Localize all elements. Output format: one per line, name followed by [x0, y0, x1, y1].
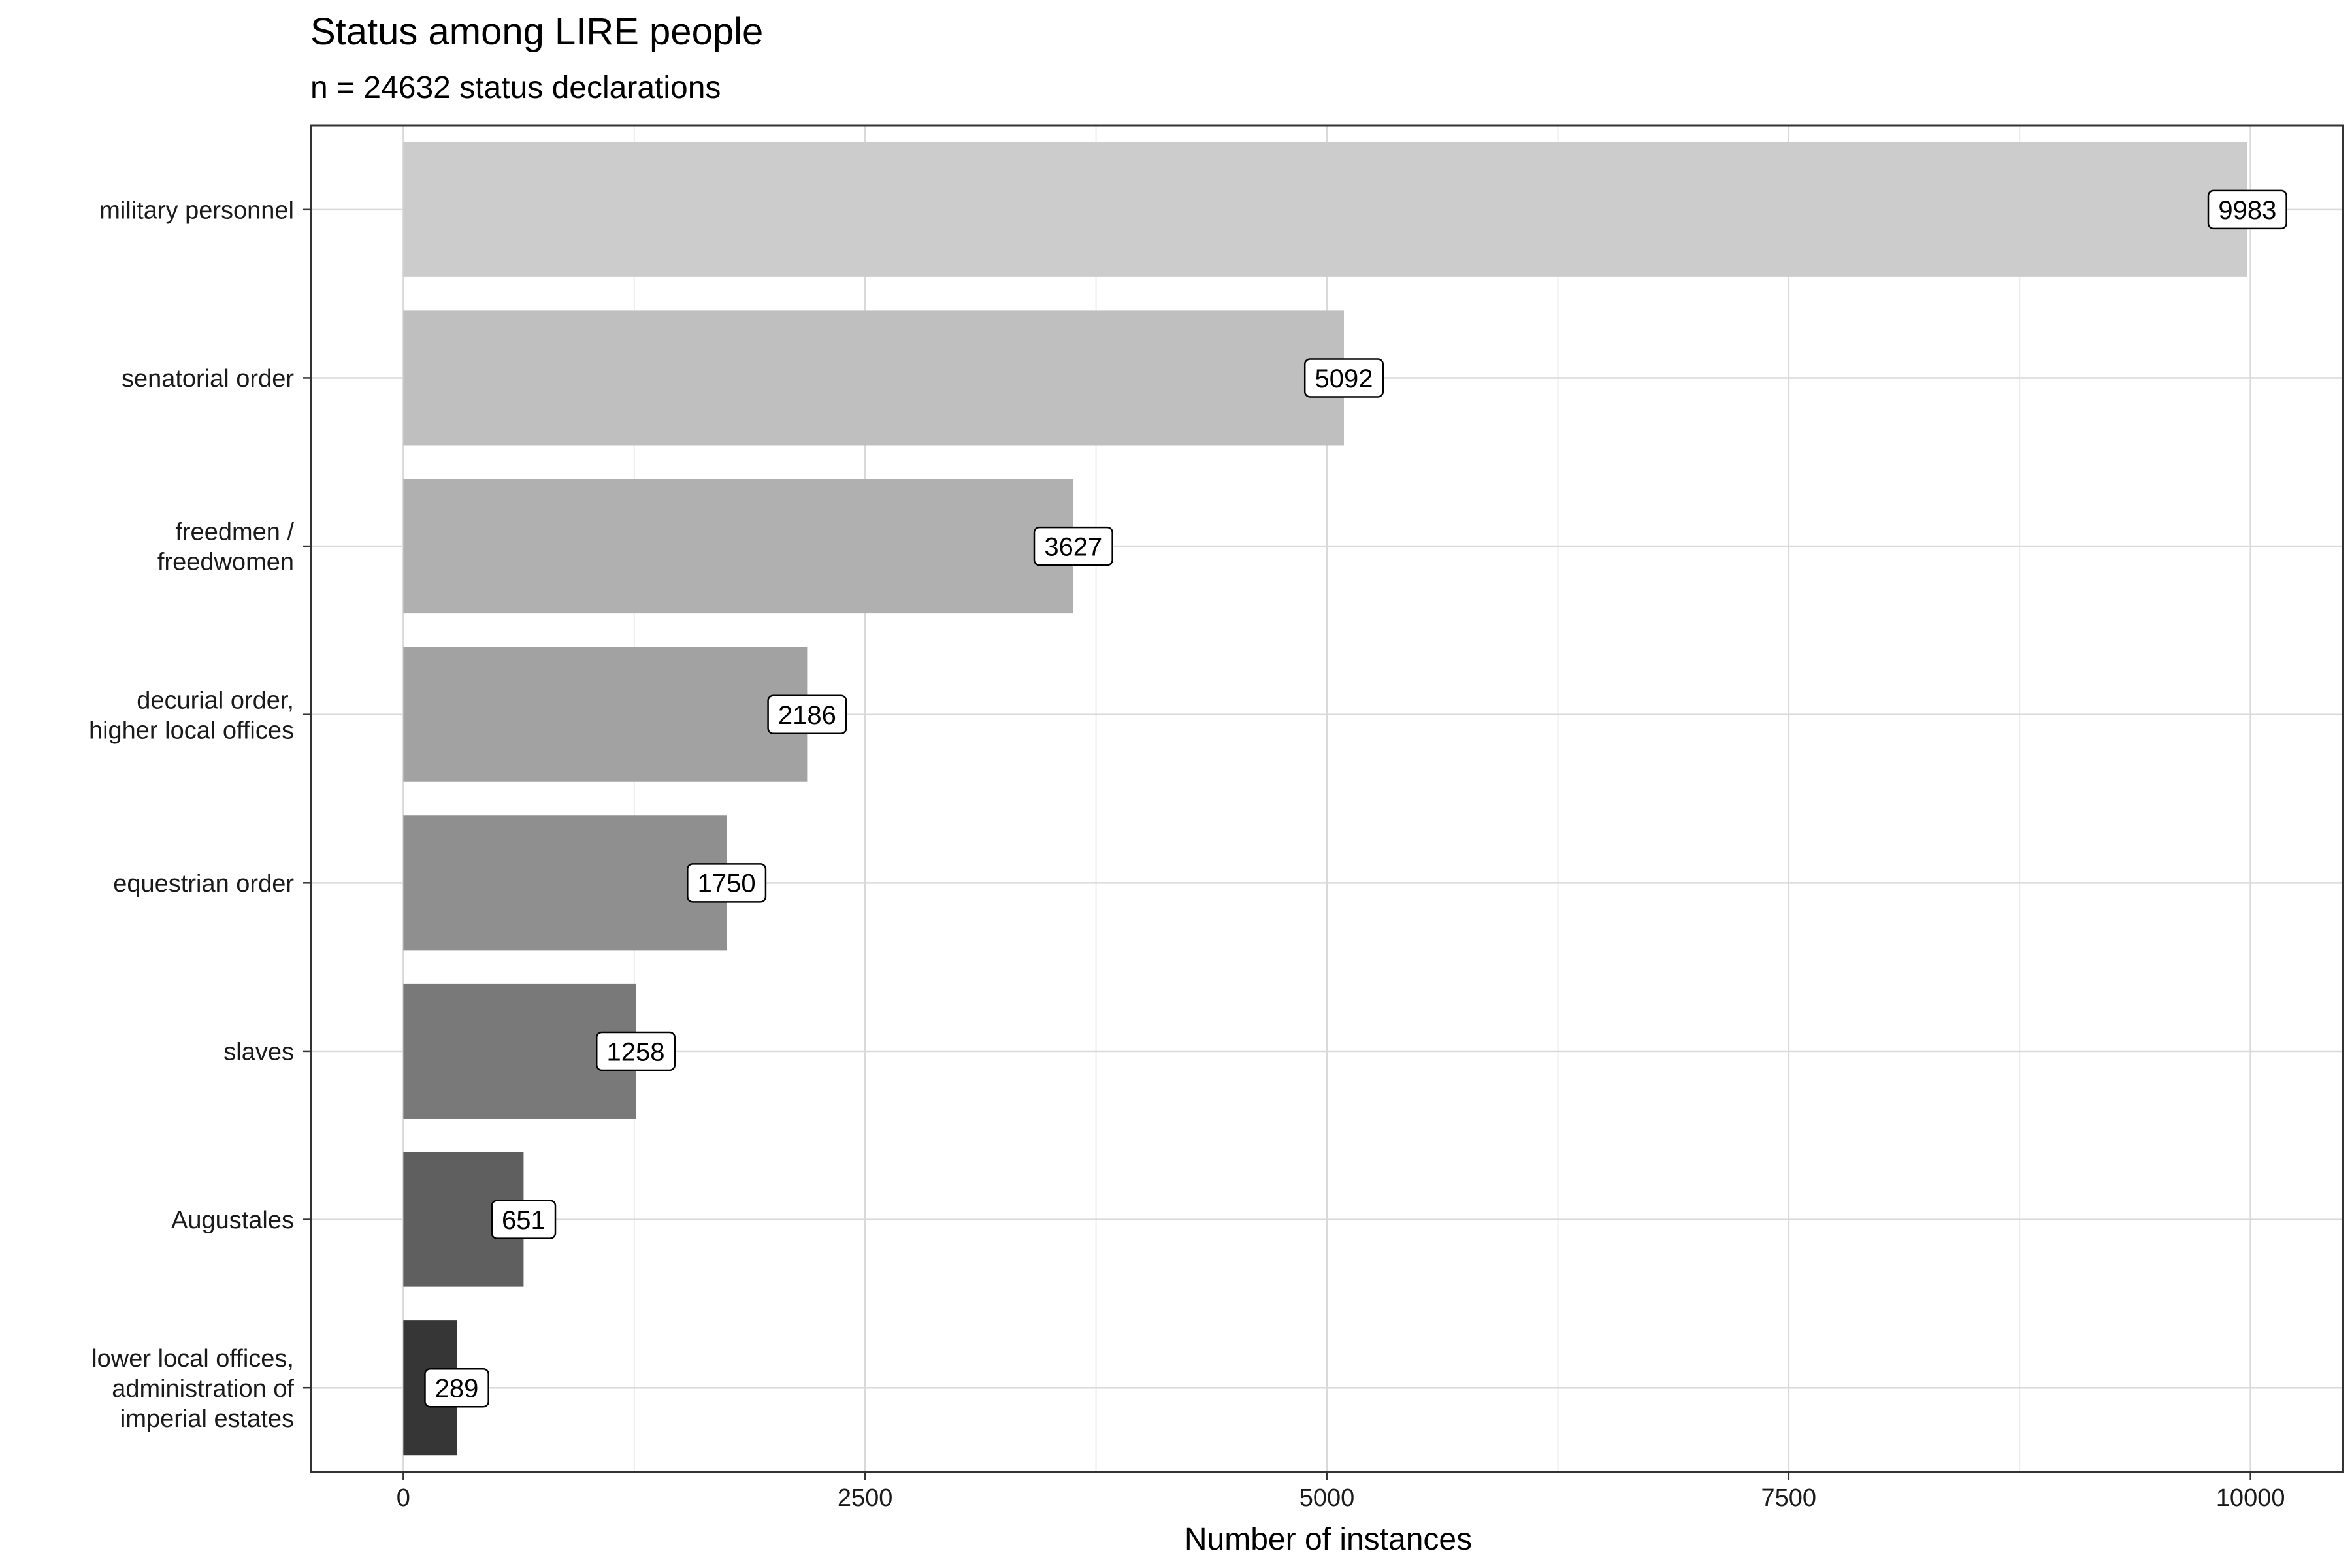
bar [403, 815, 727, 951]
value-label: 289 [424, 1367, 489, 1408]
x-tick-label: 2500 [838, 1484, 893, 1512]
value-label-box [1033, 526, 1113, 566]
y-tick-label: slaves [223, 1039, 294, 1066]
y-tick-label: Augustales [171, 1207, 294, 1234]
chart-title: Status among LIRE people [310, 10, 763, 53]
y-tick-label: senatorial order [122, 365, 294, 393]
value-label-text: 1258 [607, 1037, 665, 1066]
value-label-box [491, 1200, 557, 1239]
value-label-text: 9983 [2218, 196, 2276, 225]
y-tick-label: military personnel [99, 197, 294, 224]
value-label-box [767, 694, 847, 734]
y-tick-label: lower local offices, administration of imp… [91, 1345, 294, 1433]
value-label: 5092 [1303, 358, 1384, 398]
chart-subtitle: n = 24632 status declarations [310, 71, 721, 105]
value-labels: 9983 5092 3627 2186 1750 1258 651 289 [424, 189, 2287, 1408]
value-label-text: 5092 [1315, 365, 1373, 393]
y-tick-label: freedmen / freedwomen [157, 519, 295, 576]
value-label-text: 289 [435, 1375, 479, 1403]
x-axis-title: Number of instances [1184, 1522, 1472, 1557]
y-tick-label: equestrian order [113, 870, 294, 898]
value-label-box [687, 863, 767, 903]
bar [403, 647, 808, 782]
value-label: 9983 [2207, 189, 2287, 230]
value-label: 1750 [687, 863, 767, 903]
value-label: 2186 [767, 694, 847, 734]
x-tick-label: 10000 [2216, 1484, 2285, 1512]
value-label-box [595, 1031, 676, 1071]
value-label: 651 [491, 1200, 557, 1239]
value-label-text: 2186 [778, 701, 836, 730]
y-axis: military personnel senatorial order freedm… [89, 197, 311, 1433]
x-tick-label: 7500 [1761, 1484, 1817, 1512]
value-label-box [1303, 358, 1384, 398]
bar [403, 479, 1073, 614]
bar [403, 310, 1345, 446]
value-label-box [424, 1367, 489, 1408]
x-tick-label: 5000 [1299, 1484, 1355, 1512]
value-label-text: 651 [502, 1206, 546, 1235]
value-label: 1258 [595, 1031, 676, 1071]
bar [403, 142, 2247, 277]
value-label-text: 3627 [1044, 532, 1102, 561]
y-tick-label: decurial order, higher local offices [89, 687, 294, 744]
bars [403, 142, 2247, 1456]
value-label-text: 1750 [698, 870, 756, 898]
x-axis: 0 2500 5000 7500 10000 [397, 1472, 2285, 1512]
x-tick-label: 0 [397, 1484, 410, 1512]
value-label: 3627 [1033, 526, 1113, 566]
value-label-box [2207, 189, 2287, 230]
